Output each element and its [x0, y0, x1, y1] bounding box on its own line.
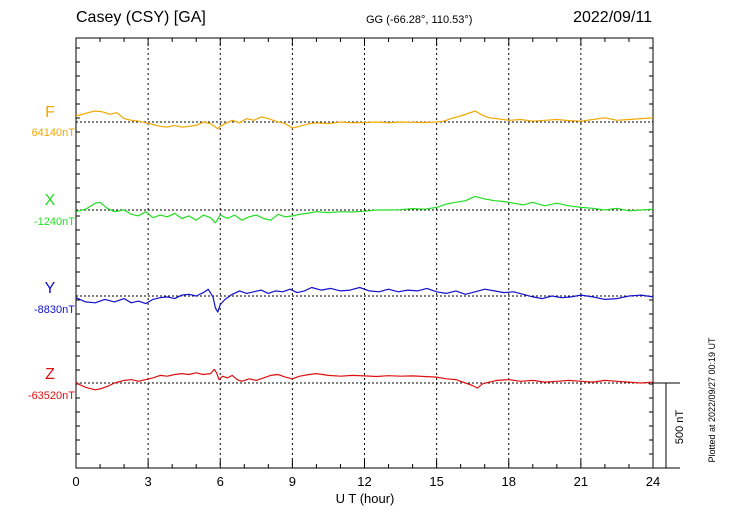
trace-z: [75, 368, 654, 391]
scale-bar-label: 500 nT: [674, 409, 686, 445]
component-label-y: Y: [44, 280, 56, 297]
baseline-label-z: -63520nT: [27, 390, 75, 402]
axis-ticks: [75, 38, 654, 468]
baseline-dotted-lines: [76, 121, 653, 384]
x-tick-labels: 0 3 6 9 12 15 18 21 24: [72, 474, 660, 489]
x-tick-label-15: 15: [429, 474, 443, 489]
x-tick-label-3: 3: [145, 474, 152, 489]
baseline-label-x: -1240nT: [34, 216, 75, 228]
x-axis-label: U T (hour): [335, 491, 395, 506]
component-label-x: X: [44, 192, 56, 209]
data-traces: [75, 110, 654, 391]
scale-bar: [653, 382, 680, 469]
component-label-z: Z: [45, 366, 55, 383]
plot-date: 2022/09/11: [573, 9, 652, 26]
station-title: Casey (CSY) [GA]: [76, 9, 206, 26]
component-label-f: F: [45, 104, 55, 121]
station-coordinates: GG (-66.28°, 110.53°): [366, 14, 473, 26]
x-tick-label-6: 6: [217, 474, 224, 489]
x-tick-label-12: 12: [357, 474, 371, 489]
plotted-timestamp: Plotted at 2022/09/27 00:19 UT: [707, 337, 717, 463]
trace-f: [75, 110, 654, 130]
baseline-label-y: -8830nT: [34, 304, 75, 316]
x-tick-label-21: 21: [574, 474, 588, 489]
trace-x: [75, 195, 654, 224]
x-tick-label-9: 9: [289, 474, 296, 489]
trace-y: [75, 286, 654, 313]
x-tick-label-24: 24: [646, 474, 660, 489]
baseline-label-f: 64140nT: [31, 127, 75, 139]
x-tick-label-18: 18: [502, 474, 516, 489]
vertical-gridlines: [147, 38, 582, 468]
x-tick-label-0: 0: [72, 474, 79, 489]
